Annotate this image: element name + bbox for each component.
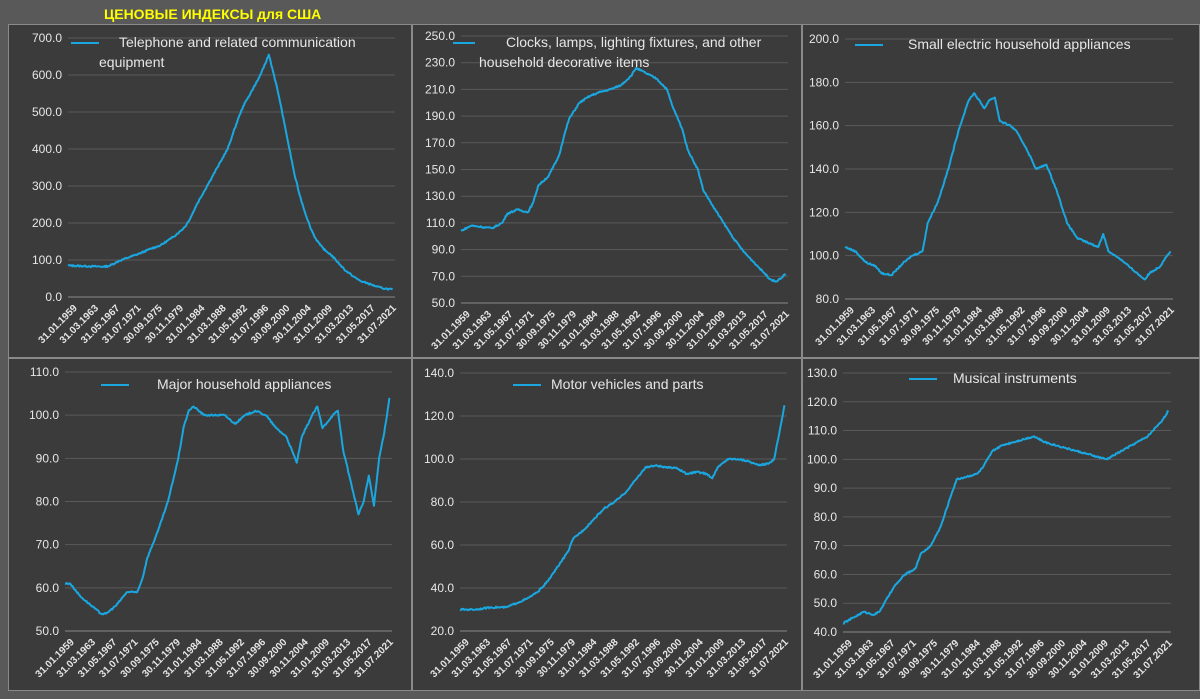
y-tick-label: 20.0	[431, 624, 455, 638]
y-tick-label: 200.0	[809, 32, 839, 46]
y-tick-label: 130.0	[425, 189, 455, 203]
y-tick-label: 190.0	[425, 109, 455, 123]
y-tick-label: 100.0	[29, 408, 59, 422]
chart-motor-vehicles: 20.040.060.080.0100.0120.0140.031.01.195…	[424, 366, 791, 680]
legend-label: Musical instruments	[953, 370, 1077, 386]
chart-panel-clocks-lamps: 50.0 70.0 90.0 110.0 130.0 150.0 170.0 190.0 210…	[412, 24, 802, 358]
y-tick-label: 400.0	[32, 142, 62, 156]
y-tick-label: 50.0	[432, 296, 456, 310]
legend-label: Major household appliances	[157, 376, 331, 392]
y-tick-label: 600.0	[32, 68, 62, 82]
y-tick-label: 50.0	[36, 624, 60, 638]
y-tick-label: 80.0	[816, 292, 840, 306]
chart-panel-small-appliances: 80.0 100.0 120.0 140.0 160.0 180.0 200.0 31.01.…	[802, 24, 1200, 358]
y-tick-label: 210.0	[425, 82, 455, 96]
y-tick-label: 80.0	[814, 510, 838, 524]
y-tick-label: 700.0	[32, 31, 62, 45]
legend-label: Small electric household appliances	[908, 36, 1131, 52]
y-tick-label: 250.0	[425, 29, 455, 43]
y-tick-label: 160.0	[809, 119, 839, 133]
y-tick-label: 110.0	[808, 424, 837, 438]
y-tick-label: 70.0	[432, 269, 456, 283]
y-tick-label: 110.0	[30, 365, 59, 379]
y-tick-label: 120.0	[807, 395, 837, 409]
chart-panel-motor-vehicles: 20.0 40.0 60.0 80.0 100.0 120.0 140.0 31.01.195…	[412, 358, 802, 691]
series-line	[460, 67, 787, 283]
y-tick-label: 120.0	[809, 205, 839, 219]
legend-label: Motor vehicles and parts	[551, 376, 704, 392]
y-tick-label: 70.0	[36, 538, 60, 552]
y-tick-label: 80.0	[431, 495, 455, 509]
y-tick-label: 100.0	[809, 249, 839, 263]
page-title: ЦЕНОВЫЕ ИНДЕКСЫ для США	[104, 6, 322, 22]
y-tick-label: 80.0	[36, 495, 60, 509]
y-tick-label: 140.0	[424, 366, 454, 380]
legend-label: Clocks, lamps, lighting fixtures, and ot…	[506, 34, 762, 50]
y-tick-label: 40.0	[814, 625, 838, 639]
chart-musical-instruments: 40.0 50.0 60.0 70.0 80.0 90.0 100.0 110.0 120.0 1…	[807, 366, 1175, 681]
series-line	[67, 53, 394, 291]
y-tick-label: 90.0	[36, 451, 60, 465]
y-tick-label: 120.0	[424, 409, 454, 423]
y-tick-label: 60.0	[36, 581, 60, 595]
y-tick-label: 150.0	[425, 163, 455, 177]
series-line	[459, 405, 786, 612]
series-line	[844, 92, 1172, 281]
y-tick-label: 200.0	[32, 216, 62, 230]
y-tick-label: 500.0	[32, 105, 62, 119]
y-tick-label: 60.0	[431, 538, 455, 552]
legend-label: equipment	[99, 54, 164, 70]
y-tick-label: 40.0	[431, 581, 455, 595]
y-tick-label: 90.0	[432, 243, 456, 257]
y-tick-label: 230.0	[425, 56, 455, 70]
y-tick-label: 180.0	[809, 75, 839, 89]
y-tick-label: 90.0	[814, 481, 838, 495]
y-tick-label: 130.0	[807, 366, 837, 380]
y-tick-label: 110.0	[426, 216, 455, 230]
series-line	[842, 409, 1170, 625]
chart-telephone: 0.0100.0200.0300.0400.0500.0600.0700.031…	[32, 31, 399, 346]
y-tick-label: 100.0	[424, 452, 454, 466]
chart-major-appliances: 50.060.070.080.090.0100.0110.031.01.1959…	[29, 365, 396, 680]
chart-panel-telephone: 0.0 100.0 200.0 300.0 400.0 500.0 600.0 700.0 31…	[8, 24, 412, 358]
chart-clocks-lamps: 50.0 70.0 90.0 110.0 130.0 150.0 170.0 190.0 210…	[425, 29, 792, 352]
y-tick-label: 170.0	[425, 136, 455, 150]
y-tick-label: 0.0	[45, 290, 62, 304]
y-tick-label: 300.0	[32, 179, 62, 193]
y-tick-label: 70.0	[814, 539, 838, 553]
y-tick-label: 60.0	[814, 567, 838, 581]
chart-small-appliances: 80.0100.0120.0140.0160.0180.0200.031.01.…	[809, 32, 1177, 348]
legend-label: Telephone and related communication	[119, 34, 356, 50]
legend-label: household decorative items	[479, 54, 649, 70]
series-line	[64, 397, 391, 616]
y-tick-label: 50.0	[814, 596, 838, 610]
y-tick-label: 140.0	[809, 162, 839, 176]
y-tick-label: 100.0	[807, 452, 837, 466]
y-tick-label: 100.0	[32, 253, 62, 267]
chart-panel-major-appliances: 50.0 60.0 70.0 80.0 90.0 100.0 110.0 31.01.1959…	[8, 358, 412, 691]
chart-panel-musical-instruments: 40.0 50.0 60.0 70.0 80.0 90.0 100.0 110.0 120.0 1…	[802, 358, 1200, 691]
